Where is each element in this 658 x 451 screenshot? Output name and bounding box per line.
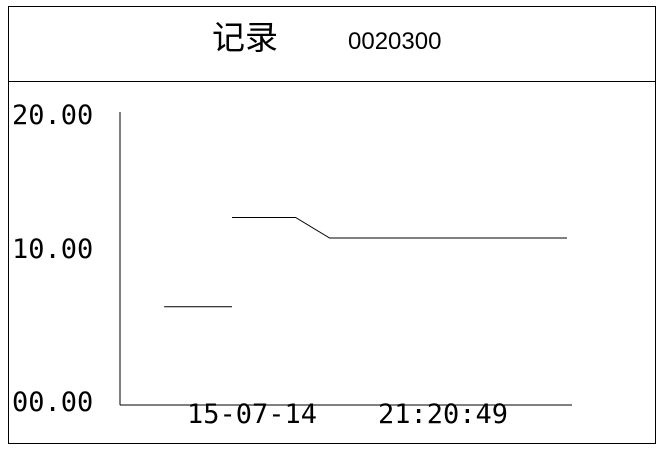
y-tick-label-max: 20.00 xyxy=(12,100,94,131)
series-line-segment-2 xyxy=(232,217,567,239)
record-code: 0020300 xyxy=(348,28,442,55)
record-panel xyxy=(8,6,656,444)
header-bar xyxy=(9,7,655,82)
series-layer xyxy=(164,217,567,308)
y-tick-label-mid: 10.00 xyxy=(12,234,94,265)
page-title: 记录 xyxy=(212,18,278,57)
y-tick-label-min: 00.00 xyxy=(12,387,94,418)
